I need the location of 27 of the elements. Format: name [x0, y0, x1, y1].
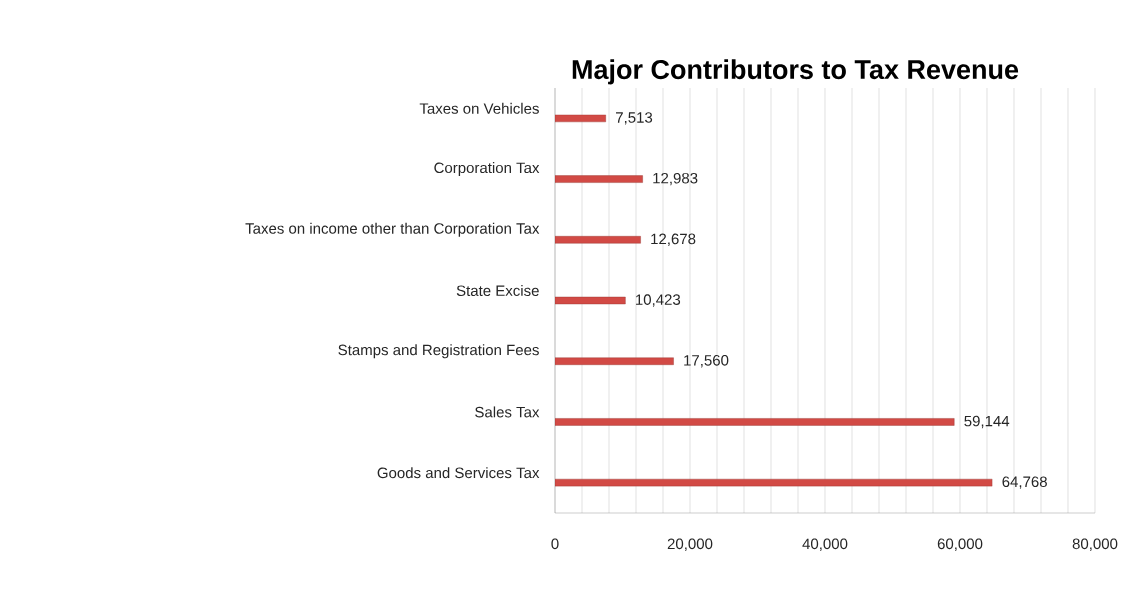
chart-title: Major Contributors to Tax Revenue: [572, 59, 1019, 85]
x-tick-label: 80,000: [1072, 538, 1118, 551]
bar: [555, 296, 626, 305]
y-tick-label: State Excise: [456, 285, 539, 297]
bar: [555, 418, 955, 426]
bar: [555, 175, 643, 183]
y-tick-label: Stamps and Registration Fees: [338, 344, 539, 359]
x-tick-label: 40,000: [802, 538, 848, 551]
x-tick-label: 60,000: [937, 538, 983, 551]
y-tick-label: Goods and Services Tax: [377, 467, 540, 479]
y-tick-label: Corporation Tax: [434, 162, 540, 177]
bar: [555, 357, 674, 365]
x-tick-label: 20,000: [667, 538, 713, 551]
bar: [555, 114, 606, 123]
y-tick-label: Taxes on income other than Corporation Tax: [245, 222, 540, 237]
x-tick-label: 0: [551, 538, 559, 550]
data-label: 12,983: [653, 172, 698, 186]
y-tick-label: Sales Tax: [475, 406, 540, 418]
data-label: 12,678: [651, 233, 696, 246]
data-label: 10,423: [636, 294, 681, 307]
data-label: 17,560: [684, 355, 729, 368]
bar: [555, 478, 993, 487]
data-label: 64,768: [1002, 476, 1047, 489]
data-label: 7,513: [616, 112, 653, 125]
y-tick-label: Taxes on Vehicles: [419, 102, 539, 114]
bar: [555, 236, 641, 244]
data-label: 59,144: [964, 415, 1010, 429]
